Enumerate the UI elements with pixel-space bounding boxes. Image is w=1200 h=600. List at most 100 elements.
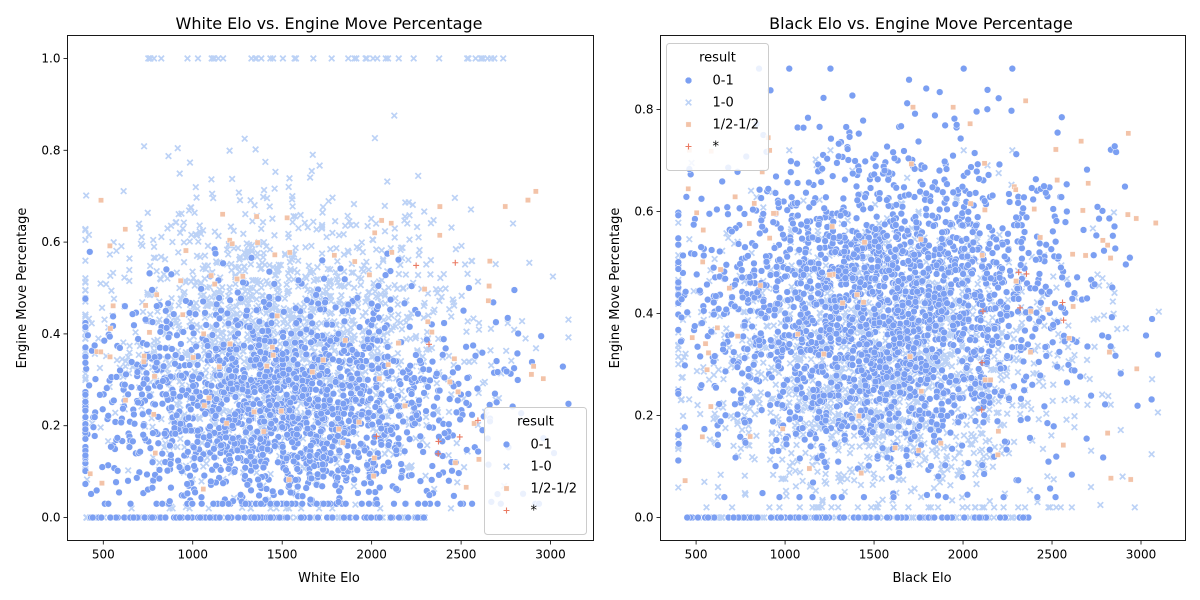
data-point [253,288,261,296]
data-point [963,421,971,429]
data-point [327,297,335,305]
data-point [202,460,210,467]
data-point [259,451,267,459]
data-point [218,500,227,508]
data-point [469,341,477,350]
data-point [419,365,427,373]
data-point [420,513,428,522]
data-point [150,243,158,251]
data-point [262,242,270,250]
data-point [242,428,250,436]
data-point [139,308,147,316]
data-point [329,229,336,237]
data-point [165,152,172,160]
data-point [223,246,231,254]
data-point [485,297,492,304]
data-point [351,258,358,265]
data-point [306,267,314,275]
data-point [439,351,447,359]
data-point [350,200,358,208]
data-point [473,384,482,393]
data-point [146,392,154,400]
data-point [410,374,418,382]
data-point [381,227,389,235]
data-point [81,425,90,433]
data-point [282,466,290,474]
data-point [245,362,253,370]
data-point [372,383,380,392]
data-point [425,491,434,499]
data-point [530,363,537,370]
data-point [121,381,129,389]
data-point [371,134,379,142]
data-point [177,372,186,380]
data-point [998,376,1006,384]
data-point [124,477,132,485]
data-point [424,318,431,325]
data-point [180,238,188,246]
data-point [283,281,291,288]
data-point [564,400,573,408]
data-point [990,503,998,511]
data-point [260,355,269,363]
data-point [146,329,153,336]
data-point [778,456,786,464]
data-point [284,230,292,238]
data-point [399,417,407,426]
data-point [130,420,139,428]
data-point [331,252,338,259]
data-point [318,256,326,265]
data-point [230,468,239,476]
data-point [96,391,104,399]
data-point [346,356,354,365]
data-point [86,248,94,256]
data-point [685,235,693,243]
data-point [357,281,365,289]
data-point [386,295,395,304]
data-point [286,249,293,256]
data-point [148,458,157,466]
data-point [463,484,469,491]
data-point [472,55,480,62]
data-point [91,413,99,421]
data-point [97,424,105,431]
data-point [565,334,572,341]
data-point [730,442,737,450]
data-point [257,55,265,62]
data-point [448,224,455,231]
data-point [355,323,364,331]
data-point [200,330,207,337]
data-point [138,390,146,399]
data-point [81,225,89,233]
data-point [766,456,774,463]
data-point [121,302,129,310]
data-point [97,280,105,287]
data-point [271,231,278,239]
data-point [314,299,322,308]
data-point [319,203,327,211]
data-point [442,344,450,353]
data-point [234,276,240,282]
legend-entry: 1-0 [531,460,552,475]
data-point [193,361,202,369]
data-point [381,450,389,458]
data-point [1094,271,1101,278]
data-point [286,398,294,407]
data-point [342,500,350,508]
data-point [494,368,502,376]
data-point [878,475,886,483]
data-point [157,253,165,261]
data-point [782,487,790,495]
data-point [419,448,427,456]
data-point [980,452,988,460]
data-point [302,484,310,492]
data-point [379,255,387,263]
data-point [445,477,453,485]
data-point [237,294,245,303]
data-point [288,256,296,263]
data-point [239,278,247,287]
data-point [400,299,409,307]
data-point [352,501,359,509]
data-point [332,244,340,252]
data-point [146,262,154,270]
